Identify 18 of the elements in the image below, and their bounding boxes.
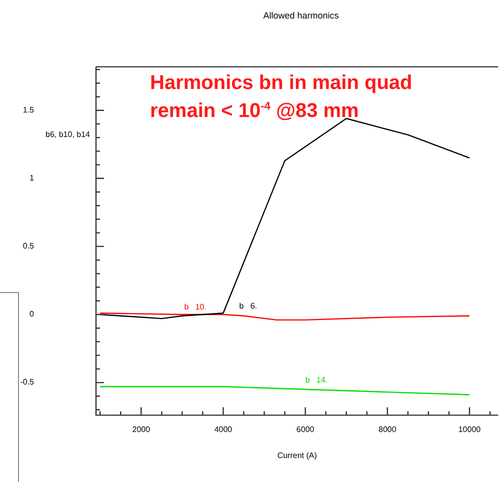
annotation: remain < 10$^{-4}$ @83 mm: [150, 100, 359, 123]
x-tick-label: 6000: [296, 425, 315, 434]
annotation: Harmonics bn in main quad: [150, 72, 412, 95]
y-tick-label: -0.5: [20, 378, 35, 387]
y-tick-label: 1: [30, 174, 35, 183]
x-axis-title: Current (A): [277, 450, 318, 460]
chart-title: Allowed harmonics: [263, 10, 340, 20]
series-label: b 14.: [305, 376, 328, 385]
x-tick-label: 2000: [132, 425, 151, 434]
x-tick-label: 4000: [214, 425, 233, 434]
series-label: b 10.: [184, 302, 206, 312]
y-axis-title: b6, b10, b14: [46, 130, 91, 140]
y-tick-label: 0: [30, 310, 35, 319]
series-label: b 6.: [239, 301, 258, 310]
y-tick-label: 0.5: [22, 242, 35, 251]
x-tick-label: 8000: [378, 425, 397, 434]
y-tick-label: 1.5: [22, 106, 35, 115]
x-tick-label: 10000: [458, 425, 482, 434]
